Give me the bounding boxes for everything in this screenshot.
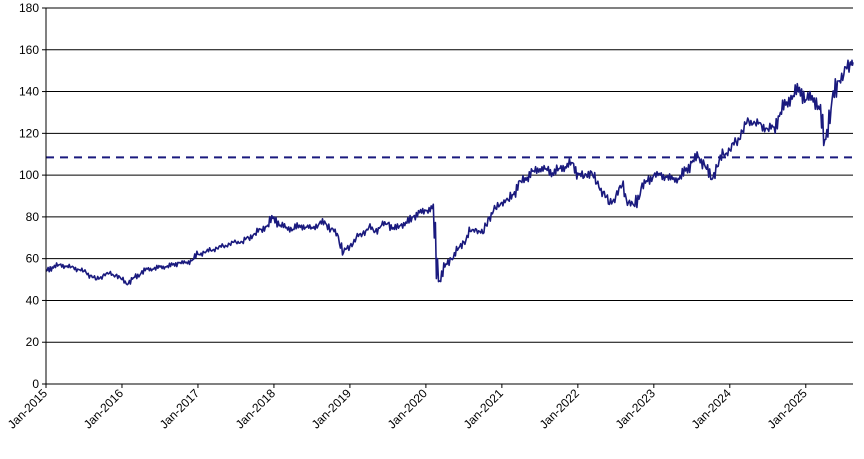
x-tick-label: Jan-2024 <box>689 386 735 432</box>
x-tick-labels: Jan-2015 Jan-2016 Jan-2017 Jan-2018 Jan-2019… <box>5 384 810 432</box>
x-tick-label: Jan-2016 <box>81 386 127 432</box>
y-tick-label: 160 <box>19 43 39 57</box>
y-tick-label: 0 <box>32 377 39 391</box>
x-tick-label: Jan-2023 <box>613 386 659 432</box>
x-tick-label: Jan-2019 <box>309 386 355 432</box>
series-line <box>45 59 854 286</box>
x-tick-label: Jan-2015 <box>5 386 51 432</box>
y-tick-label: 40 <box>26 293 40 307</box>
y-tick-labels: 0 20 40 60 80 100 120 140 160 180 <box>19 1 46 391</box>
y-tick-label: 120 <box>19 126 39 140</box>
y-tick-label: 140 <box>19 85 39 99</box>
y-tick-label: 60 <box>26 252 40 266</box>
gridlines <box>46 7 853 385</box>
x-tick-label: Jan-2022 <box>537 386 583 432</box>
y-tick-label: 100 <box>19 168 39 182</box>
series-group <box>45 59 854 286</box>
x-tick-label: Jan-2021 <box>461 386 507 432</box>
y-tick-label: 80 <box>26 210 40 224</box>
x-tick-label: Jan-2018 <box>233 386 279 432</box>
x-tick-label: Jan-2025 <box>765 386 811 432</box>
x-tick-label: Jan-2020 <box>385 386 431 432</box>
x-tick-label: Jan-2017 <box>157 386 203 432</box>
y-tick-label: 20 <box>26 335 40 349</box>
y-tick-label: 180 <box>19 1 39 15</box>
axes <box>45 8 853 385</box>
